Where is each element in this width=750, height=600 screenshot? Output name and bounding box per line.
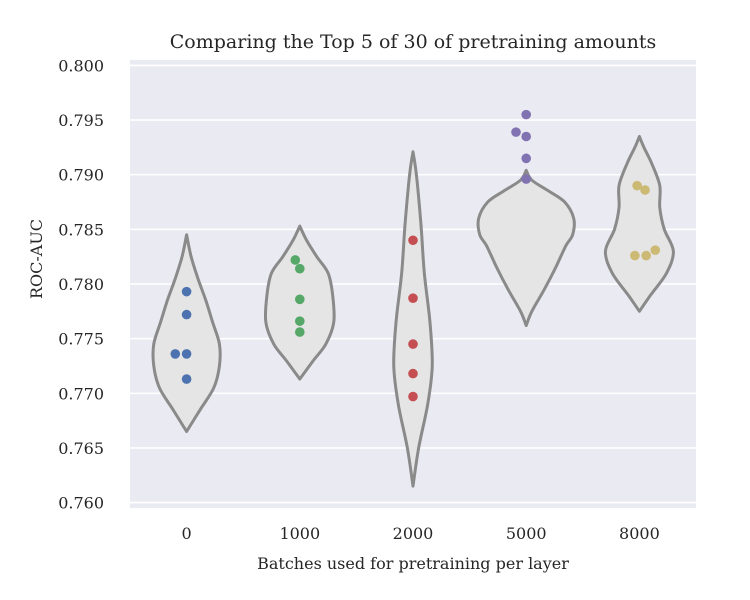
data-point [640,185,650,195]
x-tick-label: 5000 [506,524,547,543]
y-tick-label: 0.760 [58,494,104,513]
data-point [521,131,531,142]
data-point [408,368,418,379]
data-point [295,316,305,326]
violins [151,134,675,488]
data-point [290,255,301,265]
y-axis-label: ROC-AUC [27,219,46,299]
y-tick-label: 0.790 [58,166,104,185]
x-tick-labels: 0 1000 2000 5000 8000 [182,524,660,543]
data-points [170,109,661,402]
y-tick-labels: 0.760 0.765 0.770 0.775 0.780 0.785 0.790 0.795… [58,56,104,512]
data-point [181,374,192,384]
violin-2000 [392,150,434,488]
data-point [408,391,418,402]
data-point [511,127,521,137]
violin-5000 [476,168,576,328]
data-point [641,250,651,261]
y-tick-label: 0.785 [58,220,104,239]
data-point [521,153,531,164]
y-tick-label: 0.770 [58,384,104,403]
data-point [181,286,192,297]
data-point [650,245,661,255]
x-tick-label: 1000 [279,524,320,543]
y-tick-label: 0.780 [58,275,104,294]
data-point [408,339,418,349]
data-point [295,263,305,274]
chart-title: Comparing the Top 5 of 30 of pretraining… [170,31,656,53]
x-axis-label: Batches used for pretraining per layer [257,554,569,573]
x-tick-label: 8000 [619,524,660,543]
data-point [408,293,418,304]
violin-8000 [603,134,675,313]
data-point [408,235,418,246]
data-point [632,180,642,191]
data-point [521,174,531,184]
x-tick-label: 0 [182,524,192,543]
data-point [181,309,192,320]
violin-0 [151,233,222,434]
x-tick-label: 2000 [393,524,434,543]
data-point [181,349,192,359]
y-tick-label: 0.775 [58,330,104,349]
data-point [295,294,305,305]
data-point [170,349,181,359]
y-tick-label: 0.765 [58,439,104,458]
data-point [295,327,305,337]
y-tick-label: 0.800 [58,56,104,75]
data-point [630,250,640,261]
data-point [521,109,531,120]
y-tick-label: 0.795 [58,111,104,130]
